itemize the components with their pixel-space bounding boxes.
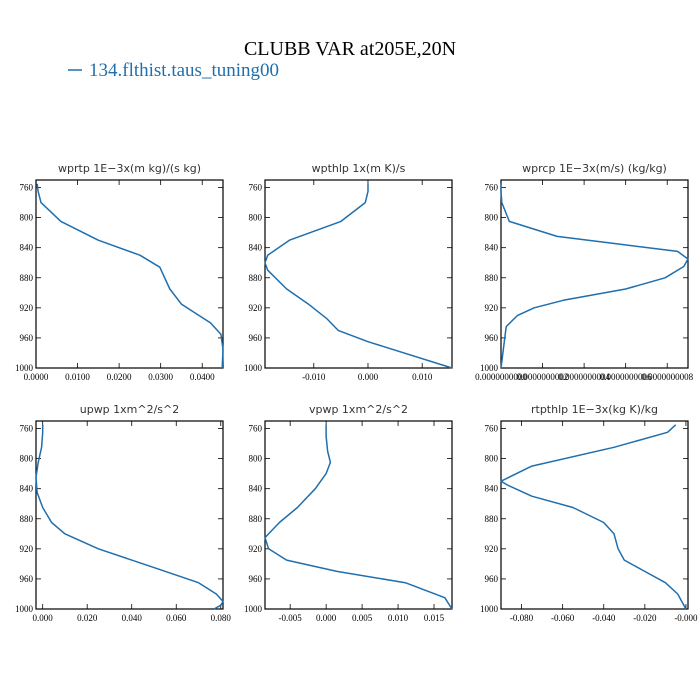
y-tick-label: 840 (20, 243, 34, 253)
y-tick-label: 760 (249, 183, 263, 193)
y-tick-label: 1000 (480, 363, 499, 373)
plot-frame (35, 420, 224, 610)
y-tick-label: 880 (249, 514, 263, 524)
x-tick-label: 0.0400 (190, 372, 215, 382)
panel-title: upwp 1xm^2/s^2 (80, 403, 180, 416)
x-tick-label: 0.0000000000 (475, 372, 527, 382)
x-tick-label: 0.000 (316, 613, 337, 623)
x-tick-label: -0.040 (592, 613, 616, 623)
y-tick-label: 800 (20, 454, 34, 464)
y-tick-label: 880 (485, 273, 499, 283)
y-tick-label: 960 (485, 574, 499, 584)
x-tick-label: 0.010 (412, 372, 433, 382)
y-tick-label: 1000 (15, 604, 34, 614)
y-tick-label: 920 (485, 544, 499, 554)
y-tick-label: 880 (249, 273, 263, 283)
y-tick-label: 840 (20, 484, 34, 494)
series-line (500, 424, 687, 610)
chart-panel-2: wpthlp 1x(m K)/s -0.010 0.000 0.010 760 800 84… (244, 162, 453, 382)
legend-label: 134.flthist.taus_tuning00 (89, 60, 279, 81)
y-tick-label: 920 (20, 303, 34, 313)
x-tick-label: -0.020 (633, 613, 657, 623)
series-line (36, 183, 224, 369)
y-tick-label: 1000 (480, 604, 499, 614)
y-tick-label: 800 (485, 213, 499, 223)
chart-panel-4: upwp 1xm^2/s^2 0.000 0.020 0.040 0.060 0.080 7… (15, 403, 231, 623)
y-tick-label: 760 (249, 424, 263, 434)
series-line (264, 424, 453, 610)
y-tick-label: 800 (20, 213, 34, 223)
y-tick-label: 920 (485, 303, 499, 313)
y-tick-label: 920 (249, 544, 263, 554)
y-tick-label: 760 (485, 424, 499, 434)
y-tick-label: 960 (20, 574, 34, 584)
x-tick-label: 0.005 (352, 613, 373, 623)
chart-panel-1: wprtp 1E−3x(m kg)/(s kg) 0.0000 0.0100 0.02… (15, 162, 224, 382)
x-tick-label: 0.010 (388, 613, 409, 623)
series-line (35, 424, 224, 610)
panel-title: wprcp 1E−3x(m/s) (kg/kg) (522, 162, 667, 175)
y-tick-label: 880 (20, 514, 34, 524)
y-tick-label: 840 (485, 484, 499, 494)
x-tick-label: -0.005 (279, 613, 303, 623)
figure-title: CLUBB VAR at205E,20N (244, 38, 456, 60)
y-tick-label: 800 (485, 454, 499, 464)
series-line (264, 183, 453, 369)
x-tick-label: 0.040 (122, 613, 143, 623)
y-tick-label: 800 (249, 213, 263, 223)
y-tick-label: 760 (20, 183, 34, 193)
y-tick-label: 960 (20, 333, 34, 343)
x-tick-label: -0.000 (674, 613, 698, 623)
x-tick-label: 0.0100 (65, 372, 90, 382)
x-tick-label: 0.000 (33, 613, 54, 623)
x-tick-label: -0.080 (510, 613, 534, 623)
y-tick-label: 960 (249, 574, 263, 584)
y-tick-label: 880 (485, 514, 499, 524)
y-tick-label: 1000 (244, 604, 263, 614)
panel-title: wprtp 1E−3x(m kg)/(s kg) (58, 162, 201, 175)
x-tick-label: 0.0000000006 (600, 372, 652, 382)
panel-title: rtpthlp 1E−3x(kg K)/kg (531, 403, 658, 416)
x-tick-label: 0.0300 (148, 372, 173, 382)
x-tick-label: 0.0000000008 (641, 372, 693, 382)
x-tick-label: 0.0000000002 (517, 372, 569, 382)
y-tick-label: 800 (249, 454, 263, 464)
x-tick-label: 0.080 (211, 613, 232, 623)
panel-title: vpwp 1xm^2/s^2 (309, 403, 408, 416)
y-tick-label: 760 (20, 424, 34, 434)
y-tick-label: 760 (485, 183, 499, 193)
series-line (500, 183, 689, 369)
y-tick-label: 920 (20, 544, 34, 554)
panel-title: wpthlp 1x(m K)/s (312, 162, 406, 175)
chart-panel-3: wprcp 1E−3x(m/s) (kg/kg)0.00000000000.00… (475, 162, 693, 382)
x-tick-label: 0.0000 (24, 372, 49, 382)
chart-panel-6: rtpthlp 1E−3x(kg K)/kg -0.080 -0.060 -0.040… (480, 403, 698, 623)
y-tick-label: 840 (249, 243, 263, 253)
x-tick-label: 0.015 (424, 613, 445, 623)
x-tick-label: 0.060 (166, 613, 187, 623)
x-tick-label: -0.060 (551, 613, 575, 623)
y-tick-label: 1000 (244, 363, 263, 373)
plot-frame (264, 420, 453, 610)
chart-panels: wprtp 1E−3x(m kg)/(s kg) 0.0000 0.0100 0.02… (15, 162, 698, 623)
x-tick-label: 0.000 (358, 372, 379, 382)
y-tick-label: 880 (20, 273, 34, 283)
x-tick-label: -0.010 (302, 372, 326, 382)
plot-frame (500, 420, 689, 610)
y-tick-label: 840 (249, 484, 263, 494)
x-tick-label: 0.020 (77, 613, 98, 623)
y-tick-label: 960 (485, 333, 499, 343)
y-tick-label: 960 (249, 333, 263, 343)
plot-frame (264, 179, 453, 369)
x-tick-label: 0.0200 (107, 372, 132, 382)
x-tick-label: 0.0000000004 (558, 372, 610, 382)
plot-frame (35, 179, 224, 369)
y-tick-label: 840 (485, 243, 499, 253)
y-tick-label: 1000 (15, 363, 34, 373)
y-tick-label: 920 (249, 303, 263, 313)
chart-panel-5: vpwp 1xm^2/s^2 -0.005 0.000 0.005 0.010 0.015… (244, 403, 453, 623)
plot-frame (500, 179, 689, 369)
